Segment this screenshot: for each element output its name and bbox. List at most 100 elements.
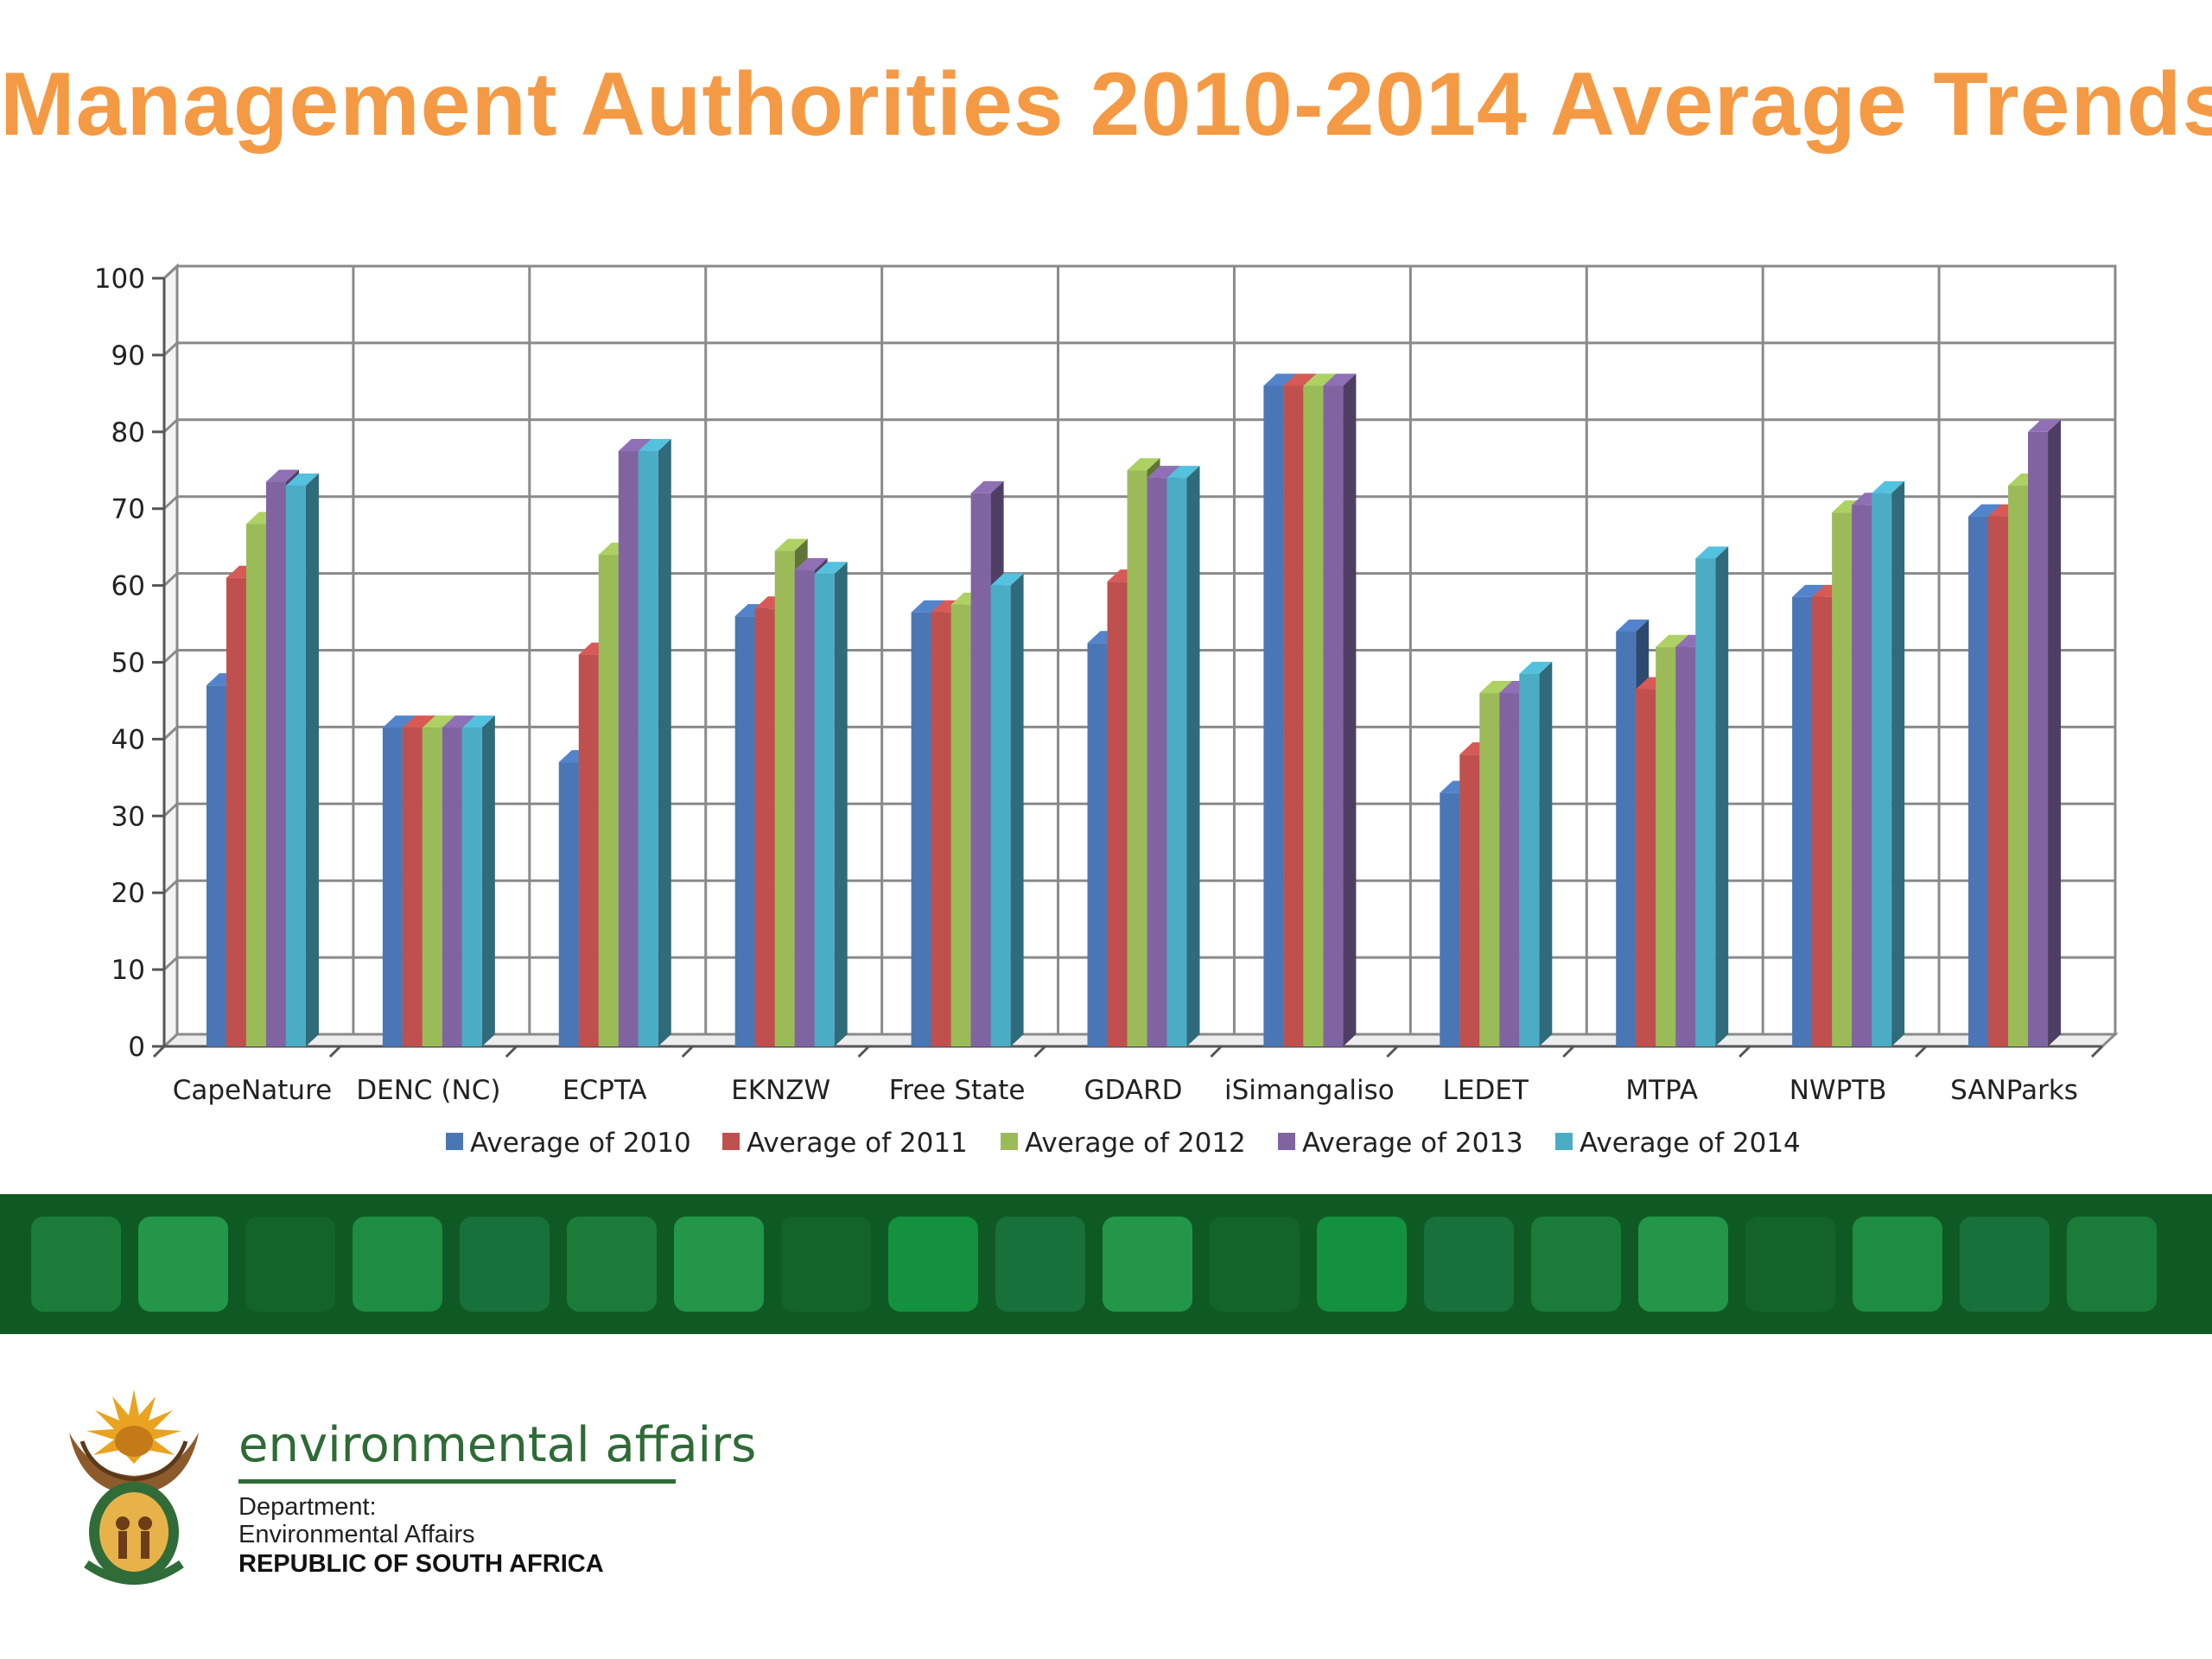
band-tile: [674, 1217, 764, 1312]
legend-swatch: [1001, 1133, 1018, 1150]
x-axis-tick: [1386, 1045, 1399, 1058]
bar-front: [245, 524, 266, 1046]
country-name: REPUBLIC OF SOUTH AFRICA: [238, 1550, 604, 1578]
band-tile: [1960, 1217, 2050, 1312]
bar-top: [1303, 373, 1337, 386]
bar-front: [226, 577, 246, 1046]
legend-item: Average of 2013: [1278, 1128, 1523, 1159]
bar-side: [2048, 419, 2062, 1046]
y-tick-label: 0: [128, 1032, 145, 1063]
bar-top: [1519, 661, 1553, 674]
bar-top: [774, 538, 808, 551]
bar-top: [1792, 584, 1826, 597]
legend-swatch: [1278, 1133, 1295, 1150]
x-tick-label: Free State: [889, 1075, 1026, 1106]
department-label: Department:: [238, 1493, 377, 1521]
gridline-side: [162, 726, 179, 741]
band-tile: [1424, 1217, 1514, 1312]
bar-front: [1147, 478, 1167, 1046]
bar-front: [618, 451, 639, 1046]
y-tick-label: 90: [111, 340, 145, 372]
bar-top: [970, 480, 1004, 493]
bar-front: [990, 585, 1011, 1046]
bar-top: [1479, 681, 1513, 694]
bar: [1519, 661, 1553, 1046]
bar-top: [265, 469, 299, 482]
legend-item: Average of 2010: [446, 1128, 691, 1159]
bar-front: [814, 574, 835, 1046]
bar-top: [1127, 458, 1160, 471]
legend-label: Average of 2011: [747, 1128, 968, 1159]
bar-front: [402, 728, 423, 1046]
bar-top: [1968, 504, 2002, 517]
chart-bars: [206, 373, 2062, 1046]
bar-front: [265, 481, 286, 1046]
bar: [1695, 546, 1729, 1046]
bar-front: [1695, 558, 1716, 1046]
legend-swatch: [446, 1133, 463, 1150]
bar-top: [911, 600, 944, 613]
gridline-side: [162, 649, 179, 664]
bar-front: [1988, 516, 2009, 1046]
bar-front: [578, 654, 599, 1046]
legend-label: Average of 2012: [1025, 1128, 1246, 1159]
bar-front: [931, 612, 951, 1046]
y-tick-label: 40: [111, 724, 145, 755]
bar-side: [481, 715, 495, 1046]
band-tile: [1210, 1217, 1300, 1312]
band-tile: [1531, 1217, 1621, 1312]
legend-swatch: [1555, 1133, 1573, 1150]
bar: [1872, 480, 1905, 1046]
bar-side: [1343, 373, 1357, 1046]
bar-top: [794, 557, 828, 570]
bar-side: [1539, 661, 1553, 1046]
bar-side: [834, 562, 848, 1046]
gridline-side: [162, 495, 179, 510]
x-tick-label: NWPTB: [1789, 1075, 1887, 1106]
band-tile: [1317, 1217, 1407, 1312]
bar-top: [1263, 373, 1297, 386]
x-axis-tick: [1033, 1045, 1046, 1058]
bar-front: [2008, 486, 2029, 1046]
bar-front: [970, 493, 991, 1046]
bar-top: [1283, 373, 1317, 386]
bar-front: [285, 486, 306, 1046]
legend-label: Average of 2013: [1302, 1128, 1523, 1159]
bar-front: [950, 604, 971, 1046]
bar-side: [658, 439, 671, 1046]
bar-top: [1323, 373, 1357, 386]
y-tick-label: 30: [111, 801, 145, 832]
bar-front: [442, 728, 462, 1046]
bar: [461, 715, 495, 1046]
bar-side: [1186, 466, 1200, 1046]
band-tile: [567, 1217, 657, 1312]
bar-front: [1499, 693, 1520, 1046]
bar-top: [1695, 546, 1729, 559]
bar-top: [990, 573, 1024, 586]
coat-of-arms-icon: [52, 1381, 216, 1601]
bar-front: [598, 555, 619, 1046]
gridline-side: [162, 803, 179, 817]
bar-front: [1459, 754, 1480, 1046]
band-tile: [888, 1217, 978, 1312]
bar-front: [1440, 792, 1460, 1046]
gridline-side: [162, 264, 179, 280]
gridline-side: [162, 572, 179, 587]
gridline-side: [162, 880, 179, 894]
bar: [2028, 419, 2062, 1046]
band-tile: [353, 1217, 442, 1312]
legend-label: Average of 2010: [470, 1128, 691, 1159]
bar-front: [422, 728, 442, 1046]
y-tick-label: 20: [111, 878, 145, 909]
y-tick-label: 50: [111, 648, 145, 679]
x-axis-tick: [152, 1045, 166, 1058]
decorative-green-band: [0, 1194, 2212, 1334]
x-tick-label: GDARD: [1084, 1075, 1183, 1106]
y-tick-label: 100: [94, 264, 145, 295]
y-tick-label: 10: [111, 955, 145, 986]
x-tick-label: LEDET: [1443, 1075, 1529, 1106]
bar-front: [1303, 385, 1324, 1046]
bar-top: [285, 474, 319, 486]
bar-top: [1147, 466, 1180, 479]
legend-item: Average of 2014: [1555, 1128, 1801, 1159]
